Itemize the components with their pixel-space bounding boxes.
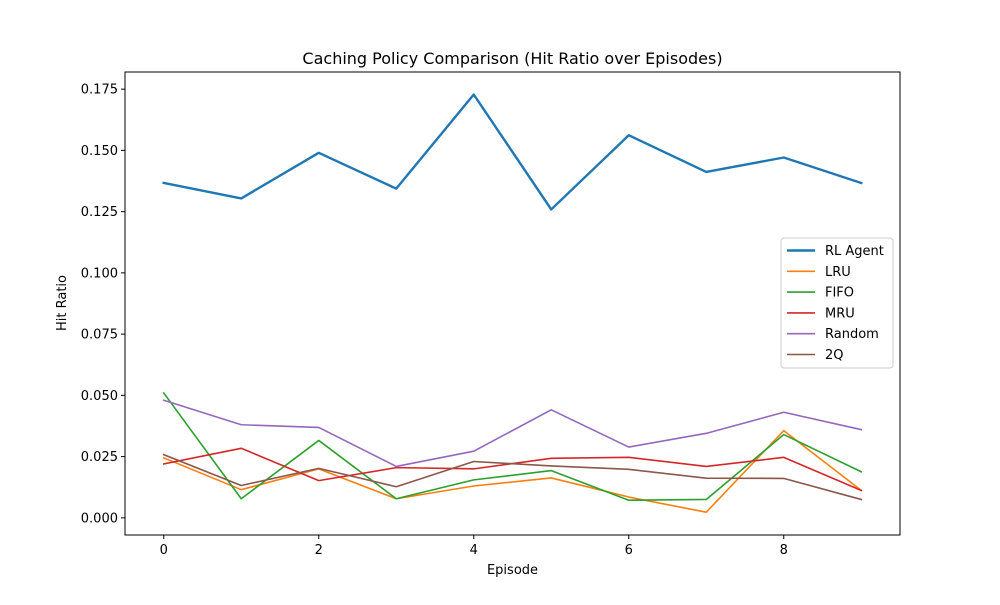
legend-label: RL Agent: [825, 244, 884, 259]
y-tick-label: 0.075: [81, 328, 118, 343]
y-axis-title: Hit Ratio: [55, 275, 70, 331]
y-tick-label: 0.025: [81, 450, 118, 465]
y-tick-label: 0.125: [81, 205, 118, 220]
x-tick-label: 2: [315, 543, 323, 558]
y-tick-label: 0.100: [81, 266, 118, 281]
y-tick-label: 0.150: [81, 144, 118, 159]
legend-label: 2Q: [825, 348, 844, 363]
legend-label: LRU: [825, 265, 851, 280]
y-tick-label: 0.175: [81, 83, 118, 98]
x-tick-label: 4: [470, 543, 478, 558]
y-tick-label: 0.050: [81, 389, 118, 404]
x-tick-label: 6: [625, 543, 633, 558]
x-axis-title: Episode: [487, 563, 538, 578]
x-tick-label: 0: [160, 543, 168, 558]
legend: RL Agent LRU FIFO MRU Random 2Q: [781, 238, 893, 368]
x-tick-label: 8: [780, 543, 788, 558]
chart-title: Caching Policy Comparison (Hit Ratio ove…: [302, 49, 722, 68]
legend-label: FIFO: [825, 286, 854, 301]
legend-label: MRU: [825, 306, 855, 321]
legend-label: Random: [825, 327, 879, 342]
y-tick-label: 0.000: [81, 511, 118, 526]
